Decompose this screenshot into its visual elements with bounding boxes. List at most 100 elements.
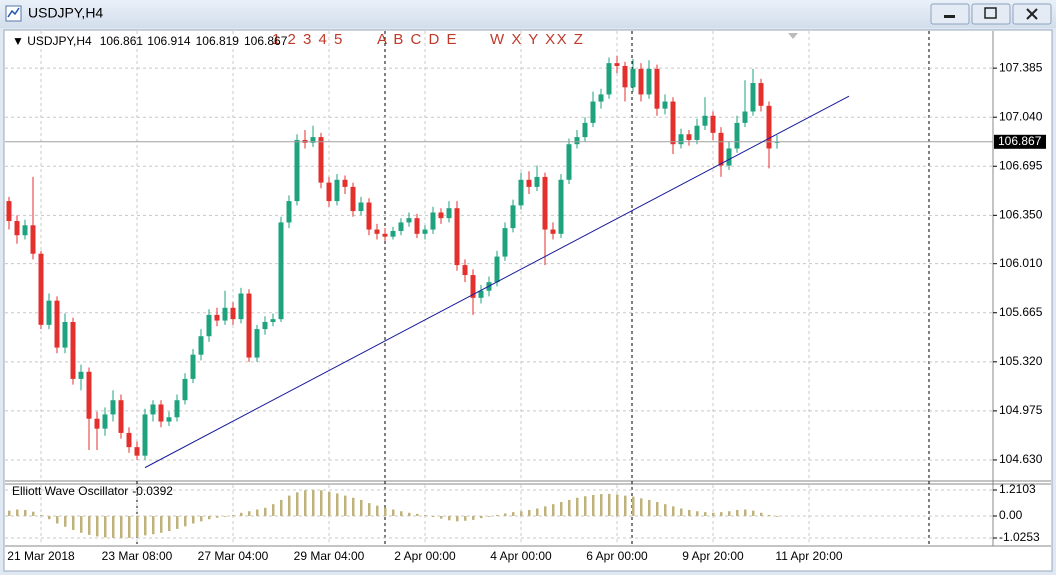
candle-body <box>574 137 580 145</box>
oscillator-bar <box>504 513 507 516</box>
candle-body <box>598 94 604 102</box>
candle-body <box>294 139 300 202</box>
candle-body <box>630 68 636 88</box>
symbol: USDJPY,H4 <box>27 34 92 48</box>
oscillator-bar <box>728 511 731 516</box>
candle-body <box>222 307 228 321</box>
oscillator-bar <box>520 511 523 516</box>
oscillator-bar <box>560 502 563 516</box>
close-value: 106.867 <box>244 34 288 48</box>
candle-body <box>46 300 52 325</box>
oscillator-bar <box>160 515 163 533</box>
candle-body <box>766 105 772 149</box>
oscillator-bar <box>128 515 131 538</box>
open-value: 106.861 <box>100 34 144 48</box>
y-tick-label: 0.00 <box>999 508 1023 522</box>
oscillator-bar <box>472 515 475 520</box>
candle-body <box>198 336 204 355</box>
candle-body <box>374 229 380 234</box>
wave-label: 1 2 3 4 5 <box>272 31 344 48</box>
title-bar <box>0 0 1056 28</box>
close-button[interactable] <box>1012 3 1052 25</box>
candle-body <box>494 256 500 283</box>
candle-body <box>742 111 748 123</box>
x-tick-label: 11 Apr 20:00 <box>775 549 842 563</box>
x-tick-label: 27 Mar 04:00 <box>198 549 269 563</box>
candle-body <box>702 115 708 126</box>
oscillator-bar <box>616 494 619 516</box>
wave-label: W X Y XX Z <box>490 31 584 48</box>
oscillator-bar <box>208 515 211 520</box>
candle-body <box>270 319 276 322</box>
oscillator-bar <box>456 515 459 522</box>
oscillator-bar <box>32 511 35 516</box>
oscillator-bar <box>112 515 115 538</box>
candle-body <box>86 371 92 419</box>
y-tick-label: -1.0253 <box>999 530 1040 544</box>
oscillator-bar <box>408 512 411 516</box>
oscillator-bar <box>80 515 83 533</box>
candle-body <box>150 404 156 415</box>
oscillator-bar <box>336 493 339 516</box>
oscillator-bar <box>376 505 379 516</box>
oscillator-bar <box>200 515 203 522</box>
candle-body <box>678 134 684 145</box>
candle-body <box>462 265 468 276</box>
restore-button[interactable] <box>971 3 1011 25</box>
candle-body <box>582 122 588 138</box>
oscillator-bar <box>592 494 595 516</box>
candle-body <box>694 125 700 140</box>
oscillator-bar <box>608 493 611 516</box>
y-tick-label: 104.975 <box>999 403 1043 417</box>
candle-body <box>614 63 620 66</box>
candle-body <box>238 293 244 320</box>
candle-body <box>606 63 612 95</box>
candle-body <box>446 208 452 219</box>
candle-body <box>358 202 364 212</box>
oscillator-bar <box>24 509 27 516</box>
candle-body <box>654 68 660 109</box>
candle-body <box>526 179 532 187</box>
candle-body <box>638 68 644 95</box>
oscillator-bar <box>64 515 67 527</box>
oscillator-bar <box>552 504 555 516</box>
candle-body <box>558 179 564 234</box>
oscillator-title: Elliott Wave Oscillator <box>12 484 128 498</box>
oscillator-bar <box>48 515 51 520</box>
candle-body <box>422 229 428 234</box>
candle-body <box>30 225 36 254</box>
candle-body <box>278 222 284 320</box>
candle-body <box>158 404 164 422</box>
oscillator-bar <box>600 494 603 516</box>
candle-body <box>262 321 268 330</box>
minimize-button[interactable] <box>930 3 970 25</box>
candle-body <box>662 101 668 109</box>
oscillator-bar <box>104 515 107 538</box>
oscillator-bar <box>240 512 243 516</box>
candle-body <box>70 321 76 379</box>
oscillator-bar <box>120 515 123 539</box>
candle-body <box>590 101 596 123</box>
oscillator-bar <box>184 515 187 527</box>
last-price-box <box>994 134 1046 149</box>
oscillator-bar <box>248 511 251 516</box>
candle-body <box>750 83 756 112</box>
x-tick-label: 4 Apr 00:00 <box>490 549 552 563</box>
candle-body <box>174 400 180 418</box>
oscillator-bar <box>712 512 715 516</box>
candle-body <box>286 201 292 223</box>
candle-body <box>190 354 196 379</box>
low-value: 106.819 <box>196 34 240 48</box>
candle-body <box>406 218 412 223</box>
candle-body <box>710 115 716 133</box>
candle-body <box>350 186 356 212</box>
oscillator-bar <box>632 496 635 516</box>
candle-body <box>670 101 676 145</box>
oscillator-bar <box>760 512 763 516</box>
y-tick-label: 104.630 <box>999 452 1043 466</box>
oscillator-bar <box>96 515 99 537</box>
y-tick-label: 106.695 <box>999 158 1043 172</box>
candle-body <box>142 414 148 456</box>
oscillator-bar <box>288 495 291 516</box>
